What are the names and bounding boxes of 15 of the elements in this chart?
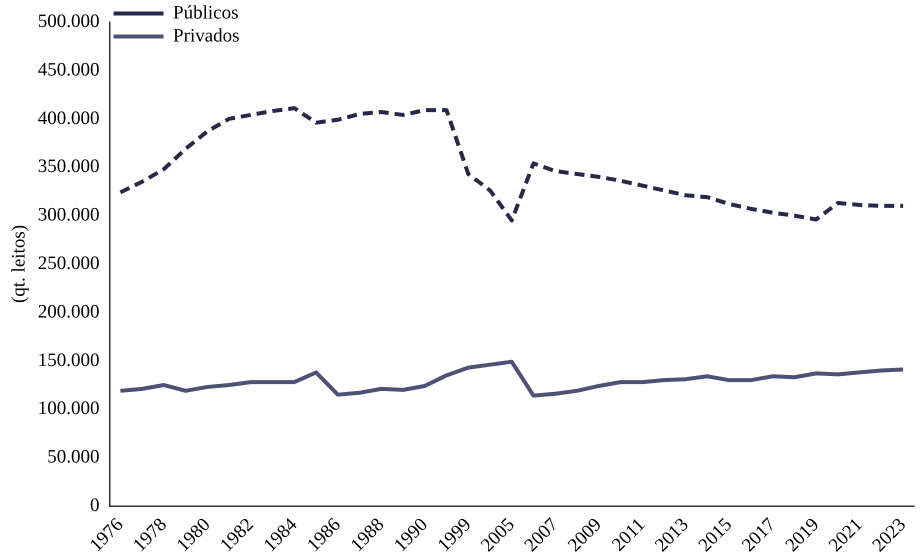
y-tick-label: 0 — [90, 494, 100, 516]
y-tick-label: 350.000 — [38, 156, 100, 178]
y-tick-label: 150.000 — [38, 350, 100, 371]
legend-label: Privados — [173, 25, 240, 46]
y-tick-label: 100.000 — [38, 398, 100, 420]
line-series — [118, 106, 906, 222]
y-tick-label: 450.000 — [38, 59, 100, 80]
y-tick-label: 400.000 — [38, 108, 100, 129]
y-tick-label: 50.000 — [47, 446, 100, 468]
y-tick-label: 500.000 — [38, 10, 100, 32]
y-tick-label: 250.000 — [38, 252, 100, 274]
y-tick-label: 200.000 — [38, 301, 100, 322]
legend-label: Públicos — [173, 2, 239, 24]
y-tick-label: 300.000 — [38, 204, 100, 226]
y-axis-title: (qt. leitos) — [8, 224, 30, 304]
